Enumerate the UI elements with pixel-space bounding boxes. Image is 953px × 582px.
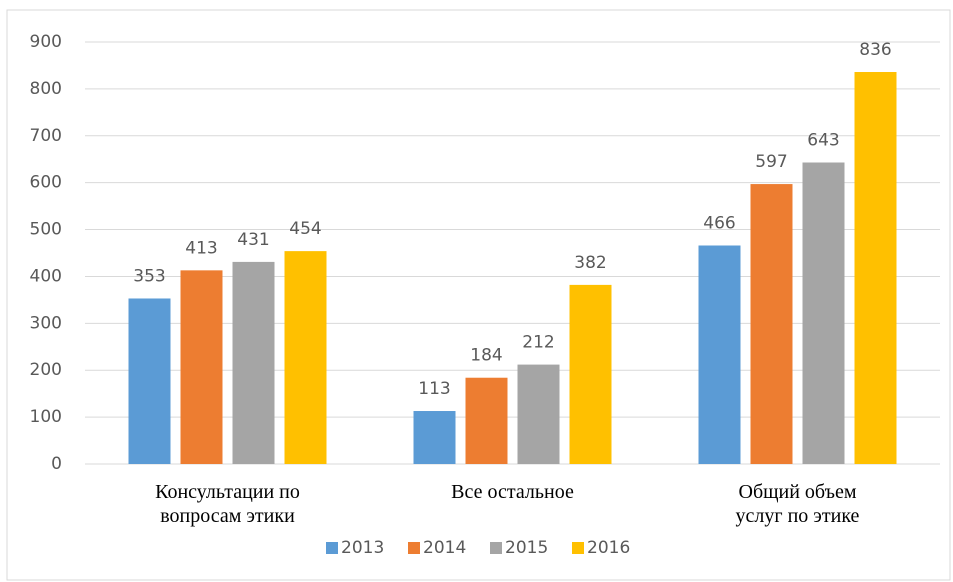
y-tick-label: 500 [30, 220, 62, 240]
legend-swatch [490, 542, 502, 554]
y-tick-label: 600 [30, 173, 62, 193]
data-label: 382 [574, 253, 606, 273]
bar [750, 184, 793, 464]
data-label: 413 [185, 238, 217, 258]
bar [413, 411, 456, 464]
y-tick-label: 400 [30, 266, 62, 286]
bar [698, 245, 741, 464]
x-tick-label: Все остальное [451, 481, 574, 503]
legend-label: 2014 [423, 538, 466, 558]
bar [128, 298, 171, 464]
y-tick-label: 0 [51, 454, 62, 474]
bar [465, 377, 508, 464]
y-tick-label: 300 [30, 313, 62, 333]
y-tick-label: 800 [30, 79, 62, 99]
data-label: 454 [289, 219, 321, 239]
bar [517, 364, 560, 464]
legend-label: 2015 [505, 538, 548, 558]
y-tick-label: 700 [30, 126, 62, 146]
legend-swatch [572, 542, 584, 554]
data-label: 184 [470, 346, 502, 366]
bar [802, 162, 845, 464]
data-label: 353 [133, 266, 165, 286]
data-label: 212 [522, 333, 554, 353]
legend-swatch [326, 542, 338, 554]
bar [284, 251, 327, 464]
data-label: 431 [237, 230, 269, 250]
legend-label: 2016 [587, 538, 630, 558]
data-label: 597 [755, 152, 787, 172]
y-tick-label: 900 [30, 32, 62, 52]
chart-frame [6, 9, 951, 581]
legend-swatch [408, 542, 420, 554]
bar [854, 72, 897, 465]
bar [569, 284, 612, 464]
x-tick-label: Общий объем услуг по этике [735, 481, 860, 527]
bar [232, 261, 275, 464]
data-label: 643 [807, 131, 839, 151]
legend-label: 2013 [341, 538, 384, 558]
x-tick-label: Консультации по вопросам этики [155, 481, 300, 527]
y-tick-label: 100 [30, 407, 62, 427]
y-tick-label: 200 [30, 360, 62, 380]
data-label: 466 [703, 213, 735, 233]
bar [180, 270, 223, 464]
data-label: 836 [859, 40, 891, 60]
data-label: 113 [418, 379, 450, 399]
